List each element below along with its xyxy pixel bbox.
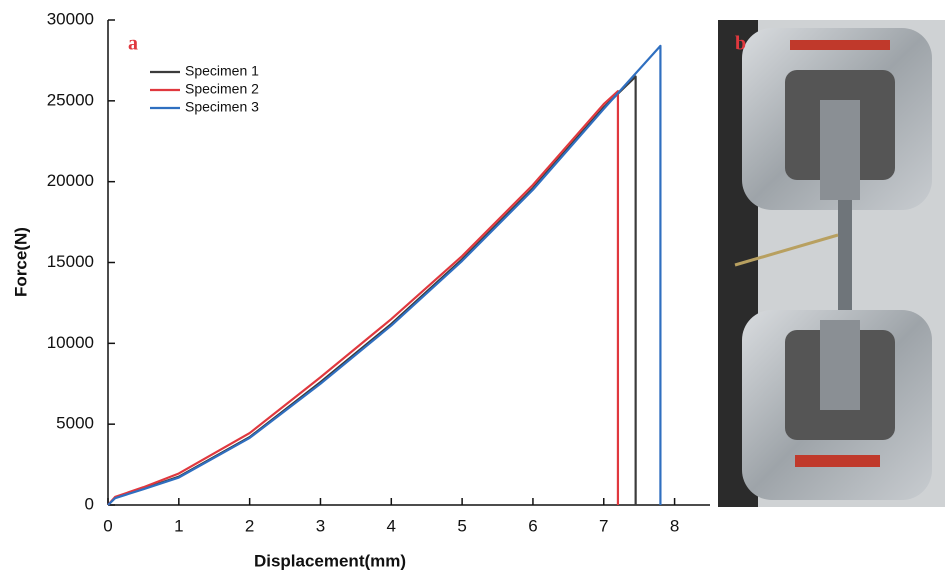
- x-tick-label: 8: [670, 516, 679, 535]
- photo: [718, 20, 945, 507]
- x-tick-label: 4: [387, 516, 396, 535]
- x-tick-label: 7: [599, 516, 608, 535]
- x-tick-label: 2: [245, 516, 254, 535]
- y-tick-label: 0: [85, 494, 94, 513]
- y-tick-label: 10000: [47, 333, 94, 352]
- y-tick-label: 15000: [47, 252, 94, 271]
- y-axis-label: Force(N): [11, 227, 30, 297]
- panel-label: b: [735, 33, 746, 55]
- x-axis-label: Displacement(mm): [254, 551, 406, 570]
- legend-label: Specimen 1: [185, 63, 259, 79]
- legend-label: Specimen 3: [185, 99, 259, 115]
- x-tick-label: 6: [528, 516, 537, 535]
- series-line: [107, 75, 637, 506]
- y-tick-label: 5000: [56, 414, 94, 433]
- x-tick-label: 0: [103, 516, 112, 535]
- y-tick-label: 20000: [47, 171, 94, 190]
- x-tick-label: 3: [316, 516, 325, 535]
- x-tick-label: 1: [174, 516, 183, 535]
- y-tick-label: 30000: [47, 9, 94, 28]
- panel-label: a: [128, 33, 138, 55]
- y-tick-label: 25000: [47, 90, 94, 109]
- series-line: [107, 90, 620, 506]
- series-line: [107, 44, 662, 506]
- legend-label: Specimen 2: [185, 81, 259, 97]
- x-tick-label: 5: [457, 516, 466, 535]
